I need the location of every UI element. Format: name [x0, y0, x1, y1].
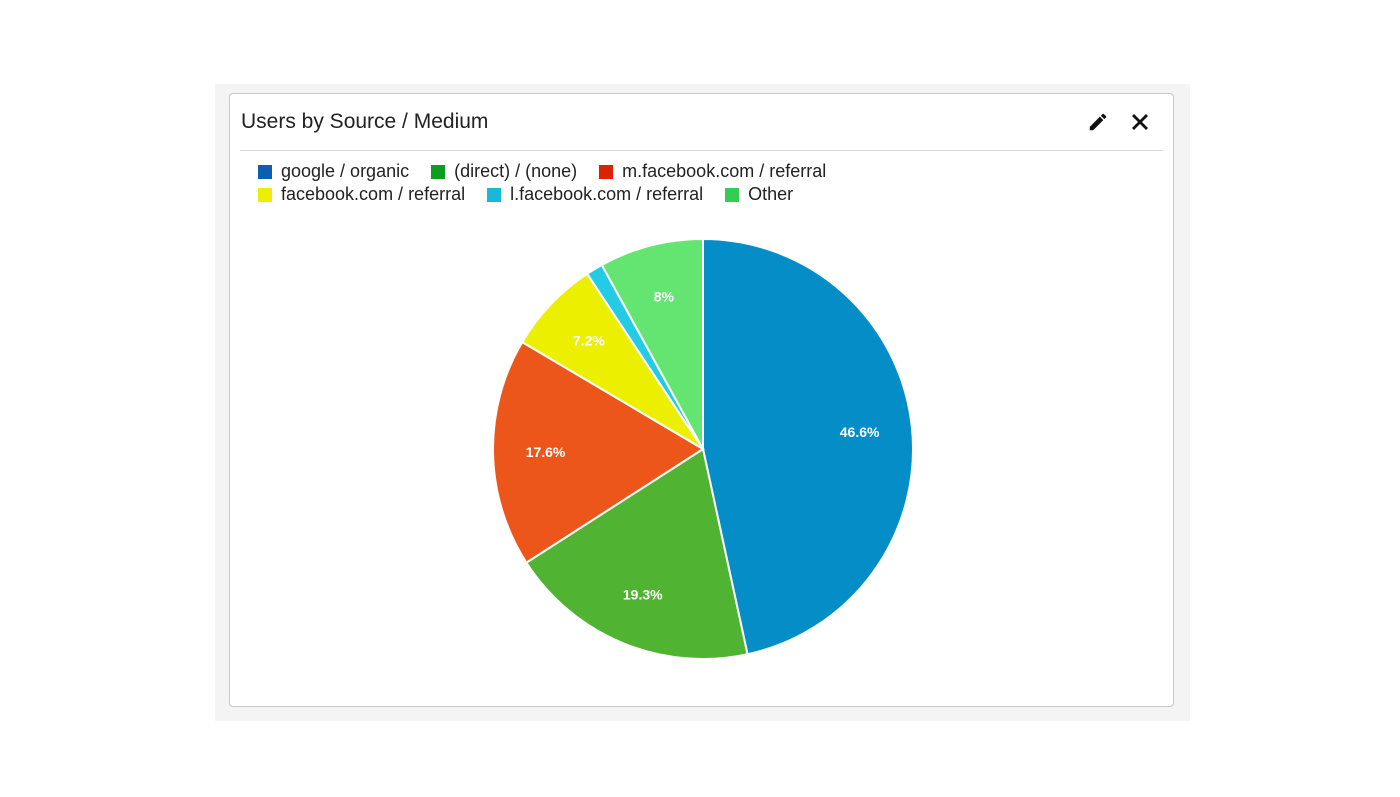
slice-data-label: 8% — [654, 288, 675, 304]
legend-item[interactable]: google / organic — [258, 161, 409, 182]
edit-button[interactable] — [1085, 109, 1111, 135]
legend-label: l.facebook.com / referral — [510, 184, 704, 204]
slice-data-label: 17.6% — [526, 444, 566, 460]
widget-header: Users by Source / Medium — [240, 94, 1163, 151]
legend-label: (direct) / (none) — [454, 161, 578, 181]
pencil-icon — [1089, 113, 1107, 131]
legend-label: facebook.com / referral — [281, 184, 466, 204]
slice-data-label: 7.2% — [573, 332, 605, 348]
legend-item[interactable]: (direct) / (none) — [431, 161, 577, 182]
legend-item[interactable]: l.facebook.com / referral — [487, 184, 703, 205]
legend-row: facebook.com / referral l.facebook.com / … — [258, 183, 958, 206]
legend-swatch — [431, 164, 446, 179]
legend-swatch — [487, 187, 502, 202]
close-icon — [1132, 114, 1148, 130]
pie-slice[interactable] — [702, 237, 914, 656]
legend-swatch — [725, 187, 740, 202]
legend-item[interactable]: facebook.com / referral — [258, 184, 465, 205]
chart-legend: google / organic (direct) / (none) m.faceb… — [258, 160, 958, 206]
legend-item[interactable]: Other — [725, 184, 793, 205]
legend-swatch — [258, 164, 272, 179]
pie-slice[interactable] — [492, 340, 705, 565]
legend-swatch — [258, 187, 272, 202]
legend-label: m.facebook.com / referral — [622, 161, 827, 181]
legend-label: google / organic — [281, 161, 410, 181]
close-button[interactable] — [1127, 109, 1153, 135]
pie-slice[interactable] — [525, 447, 749, 660]
widget-title: Users by Source / Medium — [241, 110, 489, 133]
legend-row: google / organic (direct) / (none) m.faceb… — [258, 160, 958, 183]
legend-item[interactable]: m.facebook.com / referral — [599, 161, 826, 182]
slice-data-label: 19.3% — [623, 587, 663, 603]
legend-label: Other — [748, 184, 794, 204]
pie-slice[interactable] — [600, 237, 704, 450]
legend-swatch — [599, 164, 614, 179]
slice-data-label: 46.6% — [840, 424, 880, 440]
